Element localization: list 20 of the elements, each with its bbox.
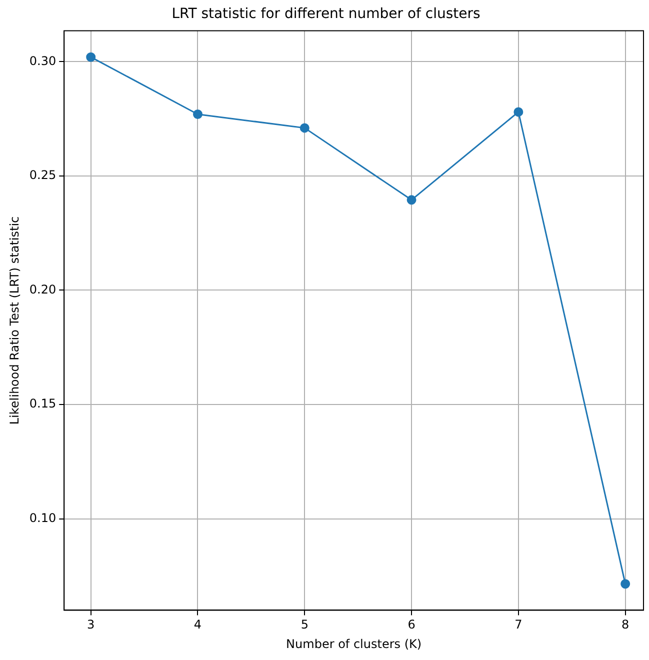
point: [192, 109, 202, 119]
y-tick-label: 0.15: [29, 396, 56, 411]
y-tick-label: 0.20: [29, 282, 56, 296]
chart-title: LRT statistic for different number of clusters: [172, 6, 480, 22]
point: [406, 195, 416, 205]
x-tick-label: 4: [194, 618, 202, 632]
x-axis-title: Number of clusters (K): [286, 636, 422, 651]
x-tick-label: 3: [87, 618, 95, 632]
x-tick-label: 7: [514, 618, 522, 632]
point: [86, 52, 96, 62]
point: [620, 579, 630, 589]
y-tick-label: 0.25: [29, 168, 56, 182]
point: [300, 123, 310, 133]
y-axis-title: Likelihood Ratio Test (LRT) statistic: [7, 216, 22, 425]
y-tick-label: 0.30: [29, 54, 56, 68]
y-tick-label: 0.10: [29, 510, 56, 525]
point: [514, 107, 524, 117]
x-tick-label: 8: [622, 618, 630, 632]
x-tick-label: 6: [408, 618, 416, 632]
x-tick-label: 5: [300, 618, 308, 632]
